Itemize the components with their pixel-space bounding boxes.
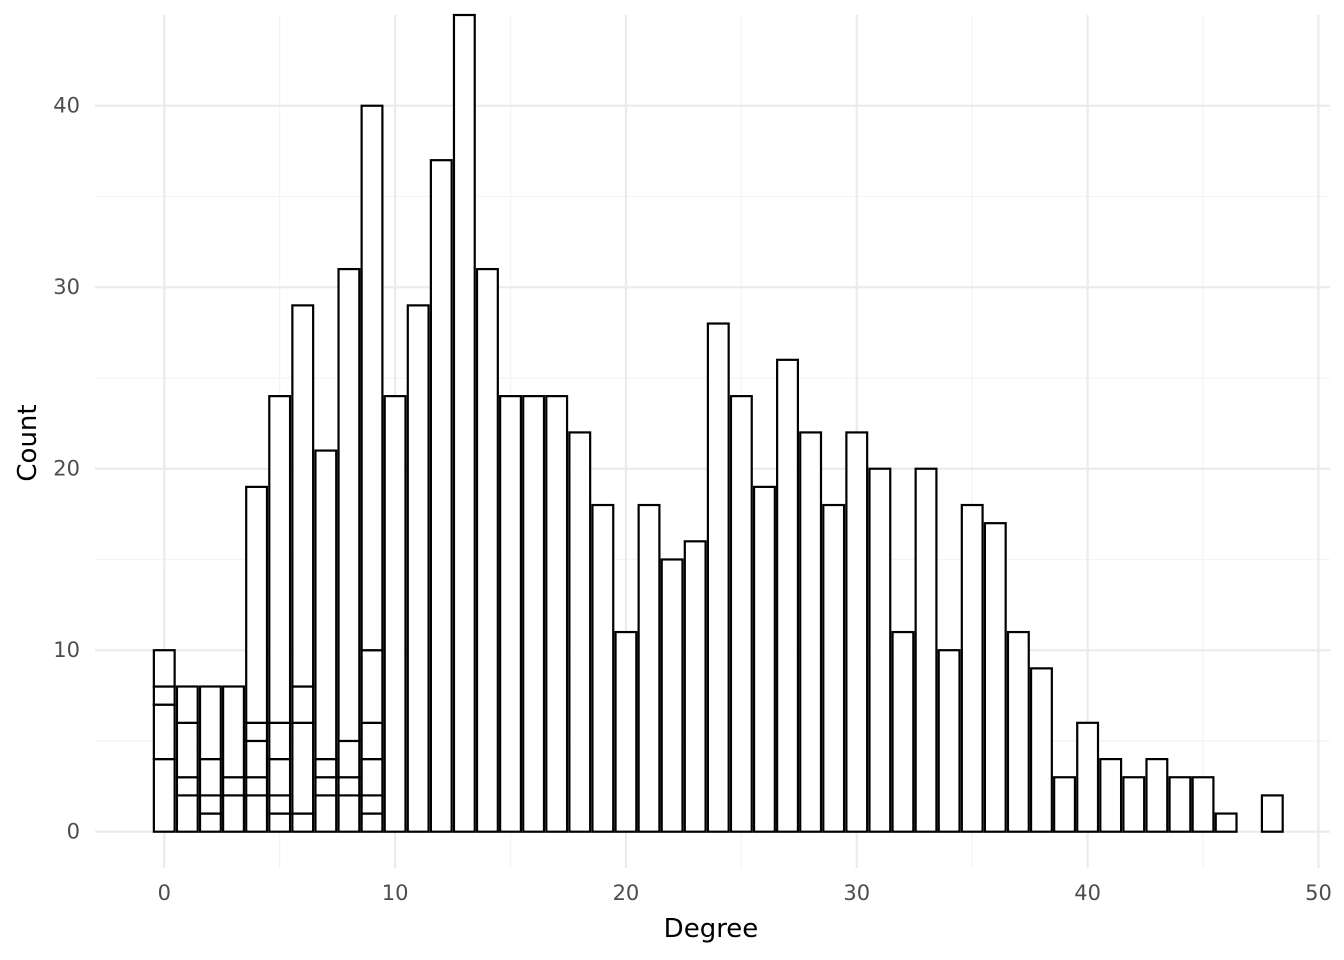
histogram-bar-segment	[383, 395, 407, 833]
histogram-bar-segment	[268, 395, 292, 724]
histogram-bar-segment	[337, 794, 361, 833]
histogram-bar-segment	[360, 649, 384, 724]
histogram-bar-segment	[198, 685, 222, 761]
histogram-bar-segment	[360, 758, 384, 797]
histogram-bar-segment	[822, 503, 846, 833]
histogram-bar-segment	[591, 503, 615, 833]
histogram-bar-segment	[222, 776, 245, 797]
histogram-bar-segment	[1006, 630, 1030, 833]
y-axis-tick-labels: 0 10 20 30 40	[53, 94, 80, 844]
histogram-bar-segment	[1099, 758, 1123, 833]
histogram-bar-segment	[983, 522, 1007, 833]
histogram-bar-segment	[360, 721, 384, 761]
histogram-bar-segment	[360, 812, 384, 833]
histogram-bar-segment	[475, 267, 499, 833]
histogram-bar-segment	[245, 485, 269, 724]
histogram-bar-segment	[314, 794, 338, 833]
histogram-bar-segment	[799, 431, 823, 833]
histogram-bar-segment	[152, 758, 176, 833]
histogram-bars	[152, 13, 1284, 833]
histogram-bar-segment	[337, 776, 361, 797]
histogram-bar-segment	[152, 649, 176, 688]
histogram-bar-segment	[406, 304, 430, 833]
histogram-bar-segment	[1214, 812, 1238, 833]
histogram-bar-segment	[706, 322, 730, 833]
histogram-bar-segment	[175, 685, 199, 724]
histogram-bar-segment	[568, 431, 592, 833]
histogram-bar-segment	[1053, 776, 1077, 833]
x-axis-tick-labels: 0 10 20 30 40 50	[158, 881, 1332, 905]
histogram-bar-segment	[960, 503, 984, 833]
histogram-bar-segment	[429, 159, 453, 833]
histogram-bar-segment	[291, 812, 315, 833]
y-tick-label: 0	[67, 820, 80, 844]
histogram-bar-segment	[660, 558, 684, 833]
histogram-bar-segment	[637, 503, 661, 833]
histogram-bar-segment	[152, 685, 176, 706]
histogram-bar-segment	[268, 721, 292, 761]
histogram-bar-segment	[222, 794, 245, 833]
histogram-bar-segment	[245, 794, 269, 833]
y-tick-label: 30	[53, 275, 80, 299]
histogram-bar-segment	[914, 467, 938, 833]
y-tick-label: 40	[53, 94, 80, 118]
histogram-bar-segment	[314, 758, 338, 779]
histogram-bar-segment	[868, 467, 892, 833]
histogram-bar-segment	[268, 794, 292, 815]
histogram-bar-segment	[337, 739, 361, 779]
histogram-bar-segment	[175, 776, 199, 797]
histogram-bar-segment	[1191, 776, 1215, 833]
histogram-bar-segment	[291, 304, 315, 688]
histogram-bar-segment	[268, 812, 292, 833]
histogram-bar-segment	[499, 395, 523, 833]
histogram-bar-segment	[752, 485, 776, 833]
histogram-bar-segment	[314, 449, 338, 761]
histogram-bar-segment	[314, 776, 338, 797]
histogram-bar-segment	[245, 721, 269, 743]
histogram-bar-segment	[198, 812, 222, 833]
histogram-bar-segment	[683, 540, 707, 833]
histogram-bar-segment	[545, 395, 569, 833]
histogram-bar-segment	[452, 13, 476, 833]
histogram-bar-segment	[1076, 721, 1100, 833]
histogram-bar-segment	[175, 721, 199, 779]
x-tick-label: 10	[382, 881, 409, 905]
histogram-bar-segment	[729, 395, 753, 833]
y-axis-title: Count	[13, 404, 43, 481]
histogram-bar-segment	[198, 794, 222, 815]
histogram-bar-segment	[245, 739, 269, 779]
histogram-bar-segment	[1168, 776, 1192, 833]
histogram-bar-segment	[614, 630, 638, 833]
y-tick-label: 10	[53, 638, 80, 662]
histogram-bar-segment	[175, 794, 199, 833]
histogram-bar-segment	[776, 358, 800, 833]
histogram-bar-segment	[337, 267, 361, 743]
x-tick-label: 40	[1074, 881, 1101, 905]
histogram-bar-segment	[360, 104, 384, 652]
histogram-bar-segment	[891, 630, 915, 833]
x-tick-label: 50	[1305, 881, 1332, 905]
histogram-bar-segment	[1260, 794, 1284, 833]
histogram-bar-segment	[1122, 776, 1146, 833]
histogram-bar-segment	[291, 721, 315, 815]
histogram-bar-segment	[1145, 758, 1169, 833]
histogram-bar-segment	[1029, 667, 1053, 833]
histogram-bar-segment	[198, 758, 222, 797]
histogram-bar-segment	[268, 758, 292, 797]
histogram-bar-segment	[222, 685, 245, 779]
histogram-bar-segment	[291, 685, 315, 724]
x-axis-title: Degree	[664, 914, 759, 944]
histogram-bar-segment	[245, 776, 269, 797]
x-tick-label: 0	[158, 881, 171, 905]
histogram-bar-segment	[522, 395, 546, 833]
x-tick-label: 20	[613, 881, 640, 905]
histogram-bar-segment	[152, 703, 176, 761]
x-tick-label: 30	[843, 881, 870, 905]
histogram-bar-segment	[845, 431, 869, 833]
histogram-bar-segment	[360, 794, 384, 815]
histogram-bar-segment	[937, 649, 961, 833]
y-tick-label: 20	[53, 457, 80, 481]
